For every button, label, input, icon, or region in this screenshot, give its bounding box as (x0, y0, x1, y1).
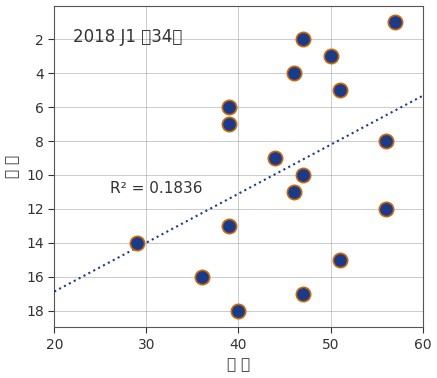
Point (382, 206, 389, 212)
Point (336, 87, 343, 93)
Point (272, 155, 279, 161)
Point (299, 36, 306, 42)
X-axis label: 得 点: 得 点 (227, 358, 250, 372)
Point (198, 274, 205, 280)
Point (336, 257, 343, 263)
Point (226, 223, 233, 229)
Point (392, 20, 399, 26)
Point (327, 53, 334, 59)
Point (134, 240, 141, 246)
Point (235, 308, 242, 314)
Y-axis label: 順 位: 順 位 (6, 155, 21, 178)
Point (290, 189, 297, 195)
Point (226, 104, 233, 110)
Point (226, 121, 233, 127)
Point (290, 70, 297, 76)
Text: 2018 J1 第34節: 2018 J1 第34節 (73, 28, 182, 46)
Point (299, 291, 306, 297)
Point (299, 172, 306, 178)
Text: R² = 0.1836: R² = 0.1836 (110, 181, 202, 196)
Point (382, 138, 389, 144)
